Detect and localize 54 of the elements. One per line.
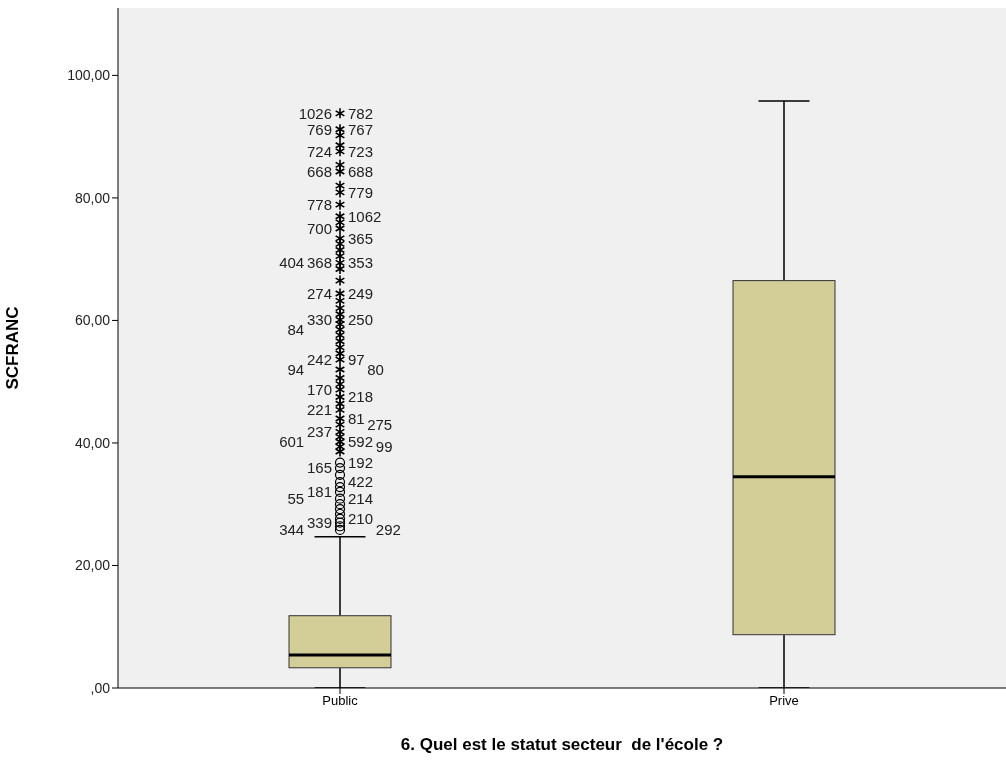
annotation: 81 [348, 409, 365, 427]
annotation: 181 [306, 483, 332, 501]
annotation: 724 [306, 142, 332, 160]
annotation: 422 [348, 473, 374, 491]
annotation: 778 [306, 195, 332, 213]
x-axis-title: 6. Quel est le statut secteur de l'école ? [400, 735, 724, 754]
annotation: 214 [348, 489, 374, 507]
annotation: 170 [306, 380, 332, 398]
y-tick-label: 80,00 [74, 189, 111, 206]
annotation: 99 [375, 437, 393, 455]
annotation: 404 [279, 254, 305, 272]
annotation: 339 [306, 513, 332, 531]
x-tick-label: Public [322, 693, 359, 709]
y-axis-title: SCFRANC [3, 306, 23, 390]
x-tick-label: Prive [769, 693, 799, 709]
annotation: 165 [306, 459, 332, 477]
y-tick-label: 20,00 [74, 557, 111, 574]
annotation: 292 [375, 521, 401, 539]
annotation: 782 [348, 104, 374, 122]
y-tick-label: 60,00 [74, 312, 111, 329]
y-tick-label: ,00 [90, 679, 111, 696]
annotation: 218 [348, 388, 374, 406]
annotation: 688 [348, 162, 374, 180]
annotation: 237 [306, 423, 332, 441]
y-tick-label: 100,00 [67, 67, 111, 84]
annotation: 368 [306, 254, 332, 272]
annotation: 1026 [298, 104, 332, 122]
annotation: 274 [306, 284, 332, 302]
annotation: 601 [279, 432, 305, 450]
annotation: 592 [348, 432, 374, 450]
annotation: 210 [348, 510, 374, 528]
annotation: 80 [367, 360, 384, 378]
annotation: 242 [306, 350, 332, 368]
annotation: 344 [279, 521, 305, 539]
annotation: 1062 [348, 207, 382, 225]
annotation: 353 [348, 254, 374, 272]
annotation: 250 [348, 311, 374, 329]
y-tick-label: 40,00 [74, 434, 111, 451]
annotation: 769 [306, 120, 332, 138]
annotation: 94 [287, 360, 305, 378]
annotation: 249 [348, 284, 374, 302]
annotation: 221 [306, 401, 332, 419]
annotation: 723 [348, 142, 374, 160]
annotation: 668 [306, 162, 332, 180]
annotation: 84 [287, 320, 305, 338]
annotation: 275 [367, 415, 393, 433]
annotation: 365 [348, 229, 374, 247]
annotation: 700 [306, 219, 332, 237]
annotation: 192 [348, 453, 374, 471]
annotation: 97 [348, 350, 365, 368]
annotation: 330 [306, 311, 332, 329]
annotation: 55 [287, 489, 305, 507]
annotation: 779 [348, 183, 374, 201]
annotation: 767 [348, 120, 374, 138]
